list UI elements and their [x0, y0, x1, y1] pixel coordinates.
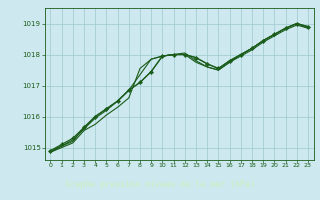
- Text: Graphe pression niveau de la mer (hPa): Graphe pression niveau de la mer (hPa): [65, 180, 255, 189]
